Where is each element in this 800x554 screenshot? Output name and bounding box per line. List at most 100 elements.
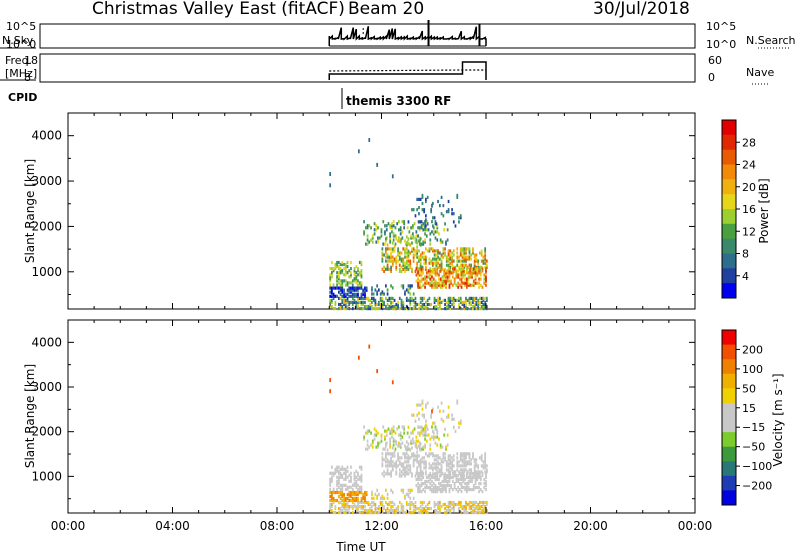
velocity-cell (447, 462, 450, 466)
velocity-cell (450, 484, 453, 488)
power-cell (440, 263, 443, 267)
velocity-cell (422, 427, 425, 431)
power-cell (334, 294, 337, 298)
velocity-cell (484, 464, 487, 468)
power-cell (484, 302, 487, 307)
power-cell (476, 269, 479, 273)
power-cell (385, 267, 387, 271)
power-cell (385, 236, 388, 240)
power-cell (351, 296, 354, 300)
power-cell (398, 236, 400, 240)
velocity-cell (430, 413, 433, 417)
power-cell (348, 294, 351, 298)
power-cell (418, 283, 421, 287)
power-cell (371, 307, 373, 311)
velocity-cell (398, 456, 401, 460)
velocity-cell (463, 470, 466, 474)
power-cell (412, 307, 415, 311)
power-cell (402, 284, 405, 288)
velocity-cell (378, 492, 380, 496)
power-cell (437, 296, 439, 300)
power-cell (445, 283, 447, 287)
velocity-cell (425, 466, 427, 470)
power-cell (341, 269, 344, 273)
power-cell (464, 283, 466, 287)
velocity-cell (463, 505, 466, 509)
power-cell (338, 260, 340, 265)
velocity-cell (468, 507, 471, 511)
velocity-cell (451, 456, 453, 460)
power-cell (422, 224, 425, 228)
power-cell (341, 279, 344, 283)
velocity-cell (404, 466, 406, 470)
velocity-cell (432, 454, 434, 458)
velocity-cell (364, 492, 366, 497)
power-cell (447, 259, 450, 263)
velocity-cell (400, 509, 403, 513)
xtick-label: 20:00 (573, 519, 608, 533)
velocity-cell (429, 488, 432, 492)
velocity-cell (341, 490, 344, 495)
velocity-cell (357, 496, 359, 501)
velocity-cell (338, 485, 340, 489)
velocity-cell (431, 435, 433, 439)
power-cell (390, 304, 392, 309)
velocity-cell (478, 471, 480, 476)
power-cell (397, 239, 399, 243)
velocity-cell (423, 500, 426, 505)
power-cell (478, 267, 480, 271)
power-cell (425, 220, 428, 224)
velocity-cell (418, 477, 421, 482)
power-cell (405, 242, 407, 246)
velocity-cell (482, 509, 485, 513)
power-cell (397, 247, 399, 251)
velocity-cell (452, 507, 455, 511)
power-cell (386, 253, 389, 257)
velocity-cell (367, 500, 370, 505)
power-cell (416, 261, 419, 265)
power-cell (392, 224, 395, 228)
power-cell (399, 226, 402, 230)
power-cell (329, 279, 332, 283)
power-cell (432, 249, 434, 253)
ytick-label: 1000 (31, 265, 62, 279)
velocity-cell (425, 429, 427, 433)
power-cell (365, 307, 368, 311)
velocity-cell (470, 462, 473, 466)
velocity-cell (404, 511, 406, 515)
velocity-cell (407, 502, 410, 507)
power-cell (422, 267, 425, 271)
ytick-label: 3000 (31, 380, 62, 394)
power-cell (441, 240, 444, 244)
velocity-cell (412, 462, 415, 466)
power-cell (459, 251, 462, 255)
power-cell (470, 307, 473, 311)
velocity-cell (456, 401, 459, 405)
power-cell (414, 249, 417, 253)
velocity-cell (412, 460, 415, 464)
velocity-cell (390, 505, 392, 509)
velocity-cell (456, 468, 459, 472)
velocity-cell (475, 462, 478, 466)
velocity-cell (409, 490, 412, 494)
velocity-cell (432, 435, 435, 439)
power-cell (417, 220, 419, 224)
velocity-cell (459, 482, 461, 486)
velocity-cell (364, 498, 366, 503)
power-cell (331, 294, 333, 298)
power-cell (423, 251, 426, 255)
power-cell (343, 300, 345, 304)
power-cell (334, 286, 337, 290)
power-cell (399, 238, 402, 242)
velocity-cell (439, 484, 442, 488)
velocity-cell (456, 460, 459, 464)
power-cell (475, 259, 478, 263)
velocity-cell (360, 485, 363, 489)
x-axis-label: Time UT (335, 540, 386, 554)
velocity-cell (391, 500, 394, 505)
velocity-cell (437, 456, 439, 460)
velocity-cell (485, 473, 487, 478)
power-cell (381, 307, 384, 311)
power-cell (360, 273, 363, 277)
velocity-cell (409, 511, 412, 515)
